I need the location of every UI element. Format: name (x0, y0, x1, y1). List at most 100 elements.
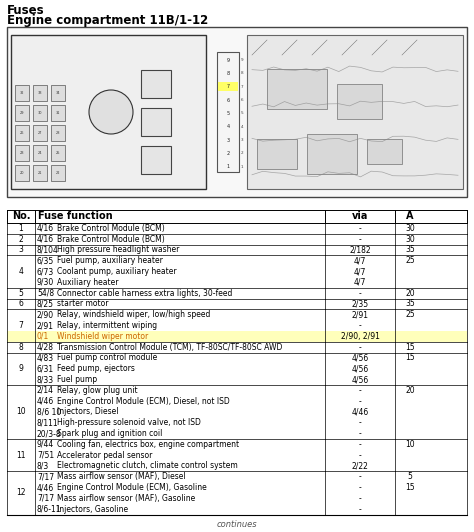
Bar (7, 439, 467, 471)
Text: 30: 30 (38, 111, 42, 115)
Text: -: - (359, 472, 361, 481)
Text: 30: 30 (405, 235, 415, 244)
Text: 6/31: 6/31 (37, 364, 54, 373)
Bar (15, 85, 29, 101)
Text: 8/6 10: 8/6 10 (37, 408, 61, 417)
Text: -: - (359, 418, 361, 427)
Bar (33, 85, 47, 101)
Text: 2/22: 2/22 (352, 461, 368, 470)
Text: 3: 3 (18, 245, 23, 254)
Text: 8/111: 8/111 (37, 418, 59, 427)
Text: 2: 2 (241, 151, 244, 155)
Bar (33, 125, 47, 141)
Text: 31: 31 (56, 111, 60, 115)
Text: 4/83: 4/83 (37, 353, 54, 362)
Text: 34: 34 (56, 91, 60, 95)
Text: Transmission Control Module (TCM), TF-80SC/TF-80SC AWD: Transmission Control Module (TCM), TF-80… (57, 343, 283, 352)
Bar (15, 165, 29, 181)
Text: 27: 27 (38, 131, 42, 135)
Text: 2/35: 2/35 (351, 300, 369, 309)
Text: 8/6-11: 8/6-11 (37, 505, 62, 514)
Text: 4: 4 (241, 124, 244, 129)
Text: -: - (359, 494, 361, 503)
Text: -: - (359, 505, 361, 514)
Text: 4/56: 4/56 (351, 375, 369, 384)
Text: 24: 24 (38, 151, 42, 155)
Text: Brake Control Module (BCM): Brake Control Module (BCM) (57, 235, 165, 244)
Text: Mass airflow sensor (MAF), Gasoline: Mass airflow sensor (MAF), Gasoline (57, 494, 195, 503)
Text: 4/7: 4/7 (354, 278, 366, 287)
Text: 7: 7 (227, 84, 229, 89)
Bar (7, 245, 467, 255)
Bar (7, 234, 467, 245)
Text: 8/3: 8/3 (37, 461, 49, 470)
Text: 30: 30 (405, 224, 415, 233)
Bar (141, 70, 171, 98)
Text: 4/46: 4/46 (37, 483, 54, 492)
Text: 4/28: 4/28 (37, 343, 54, 352)
Text: 8/104: 8/104 (37, 245, 59, 254)
Bar (141, 146, 171, 174)
Text: 9: 9 (18, 364, 23, 373)
Text: -: - (359, 289, 361, 298)
Text: 8: 8 (227, 71, 229, 76)
Text: Mass airflow sensor (MAF), Diesel: Mass airflow sensor (MAF), Diesel (57, 472, 186, 481)
Text: 3: 3 (241, 138, 244, 142)
Text: Windshield wiper motor: Windshield wiper motor (57, 332, 148, 341)
Text: 8: 8 (18, 343, 23, 352)
Text: 8/25: 8/25 (37, 300, 54, 309)
Text: 6: 6 (227, 97, 229, 103)
Text: 8/33: 8/33 (37, 375, 54, 384)
Text: Fuel pump control module: Fuel pump control module (57, 353, 157, 362)
Text: 26: 26 (20, 131, 24, 135)
Text: 4: 4 (18, 267, 23, 276)
Bar (7, 331, 467, 342)
Text: -: - (359, 429, 361, 438)
Bar (141, 108, 171, 136)
Text: 2/182: 2/182 (349, 245, 371, 254)
Text: Fuse function: Fuse function (38, 212, 113, 221)
Text: 22: 22 (56, 171, 60, 175)
Text: 1: 1 (241, 165, 244, 169)
Text: 10: 10 (16, 408, 26, 417)
Bar (337, 84, 382, 119)
Text: Brake Control Module (BCM): Brake Control Module (BCM) (57, 224, 165, 233)
Text: 2/90, 2/91: 2/90, 2/91 (340, 332, 380, 341)
Bar (33, 145, 47, 161)
Bar (15, 125, 29, 141)
Bar (7, 298, 467, 310)
Bar (257, 139, 297, 169)
Text: 25: 25 (56, 151, 60, 155)
Text: 9: 9 (241, 58, 244, 62)
Text: Engine Control Module (ECM), Gasoline: Engine Control Module (ECM), Gasoline (57, 483, 207, 492)
Text: Fuses: Fuses (7, 4, 45, 17)
Text: 7: 7 (241, 85, 244, 89)
Text: Relay, windshield wiper, low/high speed: Relay, windshield wiper, low/high speed (57, 310, 210, 319)
Bar (218, 82, 238, 90)
Text: 9: 9 (227, 57, 229, 62)
Text: 2: 2 (18, 235, 23, 244)
Text: 8: 8 (241, 71, 244, 76)
Text: Coolant pump, auxiliary heater: Coolant pump, auxiliary heater (57, 267, 177, 276)
Text: 4/56: 4/56 (351, 353, 369, 362)
Text: Relay, glow plug unit: Relay, glow plug unit (57, 386, 137, 395)
Text: -: - (359, 321, 361, 330)
Text: 4: 4 (227, 124, 229, 129)
Text: 5: 5 (227, 111, 229, 116)
Text: 5: 5 (241, 111, 244, 115)
Bar (51, 145, 65, 161)
Text: Electromagnetic clutch, climate control system: Electromagnetic clutch, climate control … (57, 461, 238, 470)
Text: 1: 1 (227, 164, 229, 169)
Text: 10: 10 (405, 440, 415, 449)
Text: -: - (359, 386, 361, 395)
Text: 20: 20 (405, 289, 415, 298)
Text: 33: 33 (38, 91, 42, 95)
Bar (7, 353, 467, 385)
Text: 7/17: 7/17 (37, 472, 54, 481)
Text: 9/30: 9/30 (37, 278, 54, 287)
Text: Fuel pump: Fuel pump (57, 375, 97, 384)
Text: Injectors, Gasoline: Injectors, Gasoline (57, 505, 128, 514)
Text: 25: 25 (405, 310, 415, 319)
Text: 6: 6 (18, 300, 23, 309)
Text: 35: 35 (405, 300, 415, 309)
